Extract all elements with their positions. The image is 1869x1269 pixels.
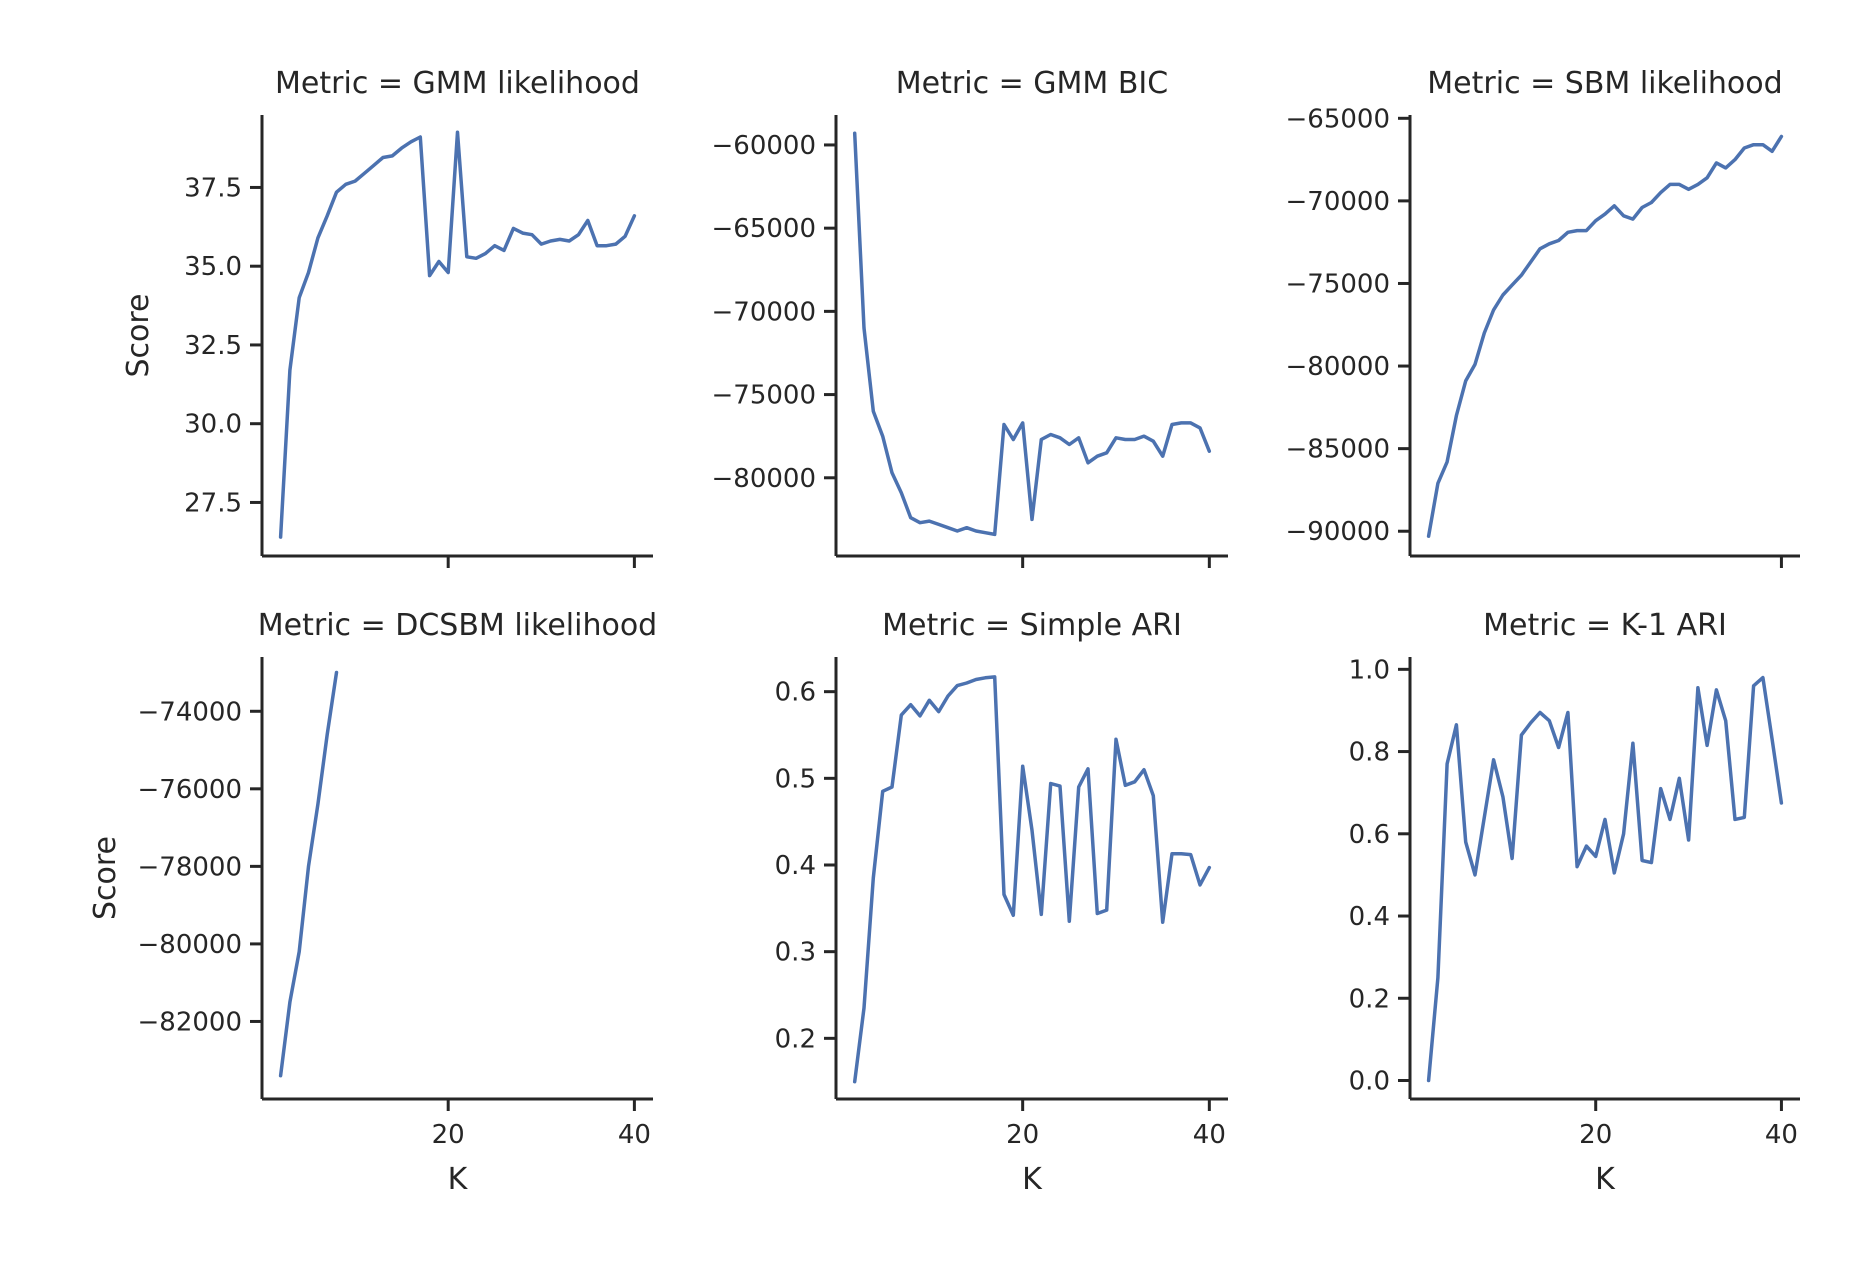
y-tick-label: −78000 (138, 852, 243, 882)
y-tick-label: −76000 (138, 775, 243, 805)
series-line (278, 130, 637, 539)
y-tick-label: 1.0 (1349, 655, 1390, 685)
y-tick-label: −75000 (712, 381, 817, 411)
y-tick-label: 27.5 (184, 488, 242, 518)
x-axis-label: K (448, 1162, 469, 1197)
y-tick-label: 0.4 (1349, 902, 1390, 932)
panel-title: Metric = GMM likelihood (275, 66, 640, 101)
chart-panel-4: −82000 −80000 −78000 −76000 −74000 20 40 Metric… (88, 608, 657, 1197)
y-tick-label: −65000 (712, 214, 817, 244)
y-tick-label: 0.5 (775, 764, 816, 794)
y-tick-label: 0.4 (775, 851, 816, 881)
y-tick-label: −70000 (712, 297, 817, 327)
y-tick-label: 0.6 (775, 678, 816, 708)
panel-title: Metric = GMM BIC (896, 66, 1168, 101)
x-tick-label: 40 (618, 1120, 651, 1150)
y-tick-label: 37.5 (184, 173, 242, 203)
y-tick-label: −74000 (138, 697, 243, 727)
y-tick-label: 0.8 (1349, 738, 1390, 768)
y-tick-label: 0.0 (1349, 1066, 1390, 1096)
y-tick-label: −90000 (1286, 517, 1391, 547)
chart-panel-2: −80000 −75000 −70000 −65000 −60000 Metric = G… (712, 66, 1228, 568)
y-tick-label: 32.5 (184, 331, 242, 361)
y-tick-label: −80000 (1286, 352, 1391, 382)
y-tick-label: 0.2 (775, 1024, 816, 1054)
x-tick-label: 20 (1006, 1120, 1039, 1150)
series-line (1426, 134, 1784, 538)
series-line (1426, 675, 1784, 1083)
y-tick-label: −75000 (1286, 269, 1391, 299)
y-tick-label: 30.0 (184, 410, 242, 440)
panel-title: Metric = Simple ARI (882, 608, 1182, 643)
x-axis-label: K (1595, 1162, 1616, 1197)
chart-panel-1: 27.5 30.0 32.5 35.0 37.5 Metric = GMM likelih… (121, 66, 653, 568)
y-tick-label: −80000 (138, 930, 243, 960)
panel-title: Metric = K-1 ARI (1483, 608, 1727, 643)
chart-panel-5: 0.2 0.3 0.4 0.5 0.6 20 40 Metric = Simple ARI K (775, 608, 1228, 1197)
y-tick-label: −82000 (138, 1007, 243, 1037)
y-tick-label: −60000 (712, 131, 817, 161)
series-line (852, 675, 1212, 1084)
x-tick-label: 20 (432, 1120, 465, 1150)
x-tick-label: 20 (1579, 1120, 1612, 1150)
y-tick-label: −80000 (712, 464, 817, 494)
chart-panel-6: 0.0 0.2 0.4 0.6 0.8 1.0 20 40 Metric = K-1 ARI K (1349, 608, 1800, 1197)
y-tick-label: −85000 (1286, 435, 1391, 465)
y-tick-label: 0.3 (775, 938, 816, 968)
series-line (278, 670, 339, 1078)
y-tick-label: −65000 (1286, 104, 1391, 134)
y-tick-label: 0.6 (1349, 820, 1390, 850)
y-axis-label: Score (121, 293, 156, 377)
panel-title: Metric = SBM likelihood (1427, 66, 1782, 101)
y-tick-label: 35.0 (184, 252, 242, 282)
y-tick-label: −70000 (1286, 187, 1391, 217)
chart-panel-3: −90000 −85000 −80000 −75000 −70000 −65000 Metr… (1286, 66, 1800, 568)
x-axis-label: K (1022, 1162, 1043, 1197)
x-tick-label: 40 (1193, 1120, 1226, 1150)
y-axis-label: Score (88, 836, 123, 920)
panel-title: Metric = DCSBM likelihood (258, 608, 657, 643)
x-tick-label: 40 (1765, 1120, 1798, 1150)
y-tick-label: 0.2 (1349, 984, 1390, 1014)
series-line (852, 131, 1212, 537)
